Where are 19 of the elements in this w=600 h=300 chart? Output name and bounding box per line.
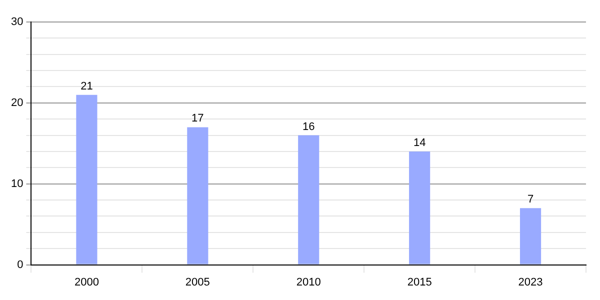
bar: [76, 94, 98, 264]
data-label: 7: [527, 194, 534, 206]
x-tick-label: 2000: [74, 276, 99, 288]
y-tick-label: 20: [10, 96, 24, 109]
x-tick-label: 2023: [518, 276, 543, 288]
data-label: 16: [302, 120, 315, 133]
data-label: 21: [80, 80, 93, 92]
x-tick-label: 2005: [185, 276, 210, 288]
data-label: 17: [192, 112, 204, 125]
bar: [409, 151, 430, 264]
bar: [298, 135, 320, 264]
y-tick-label: 10: [10, 178, 24, 190]
x-tick-label: 2010: [296, 276, 321, 288]
y-tick-label: 0: [17, 258, 24, 271]
data-label: 14: [413, 137, 426, 150]
bar: [187, 127, 208, 264]
y-tick-label: 30: [10, 16, 24, 28]
bar: [520, 208, 542, 264]
x-tick-label: 2015: [407, 276, 432, 288]
